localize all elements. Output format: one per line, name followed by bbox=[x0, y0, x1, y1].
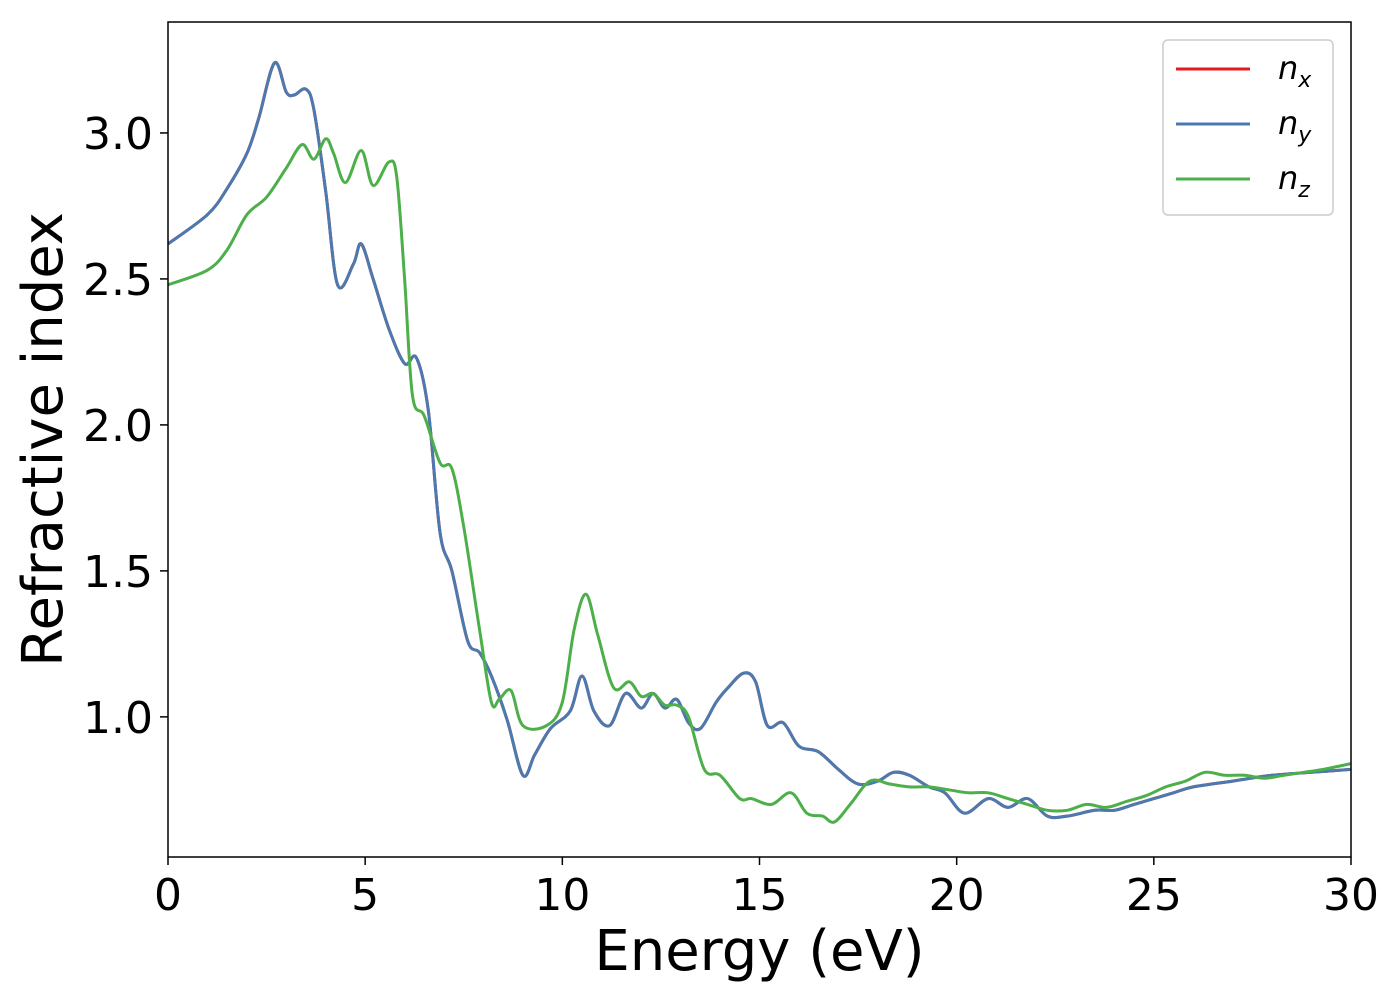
y-tick-label: 3.0 bbox=[83, 109, 153, 160]
legend: nx ny nz bbox=[1162, 39, 1334, 216]
y-tick-label: 2.0 bbox=[83, 401, 153, 452]
x-tick-label: 10 bbox=[534, 870, 590, 921]
legend-item-n-y: ny bbox=[1176, 104, 1312, 148]
y-axis-ticks: 1.0 1.5 2.0 2.5 3.0 bbox=[83, 109, 168, 744]
y-axis-title: Refractive index bbox=[11, 212, 76, 667]
legend-item-n-z: nz bbox=[1176, 159, 1310, 203]
x-tick-label: 0 bbox=[154, 870, 182, 921]
x-tick-label: 30 bbox=[1323, 870, 1379, 921]
y-tick-label: 2.5 bbox=[83, 255, 153, 306]
legend-box bbox=[1162, 39, 1334, 216]
y-tick-label: 1.5 bbox=[83, 547, 153, 598]
x-axis-ticks: 0 5 10 15 20 25 30 bbox=[154, 857, 1379, 921]
x-axis-title: Energy (eV) bbox=[594, 919, 924, 984]
y-tick-label: 1.0 bbox=[83, 693, 153, 744]
x-tick-label: 25 bbox=[1126, 870, 1182, 921]
legend-item-n-x: nx bbox=[1176, 49, 1312, 93]
legend-label: ny bbox=[1278, 104, 1312, 148]
legend-label: nx bbox=[1278, 49, 1312, 93]
series-layer bbox=[168, 61, 1351, 824]
x-tick-label: 20 bbox=[929, 870, 985, 921]
legend-label: nz bbox=[1278, 159, 1310, 203]
x-tick-label: 15 bbox=[732, 870, 788, 921]
x-tick-label: 5 bbox=[351, 870, 379, 921]
series-line-n-z bbox=[168, 137, 1351, 824]
